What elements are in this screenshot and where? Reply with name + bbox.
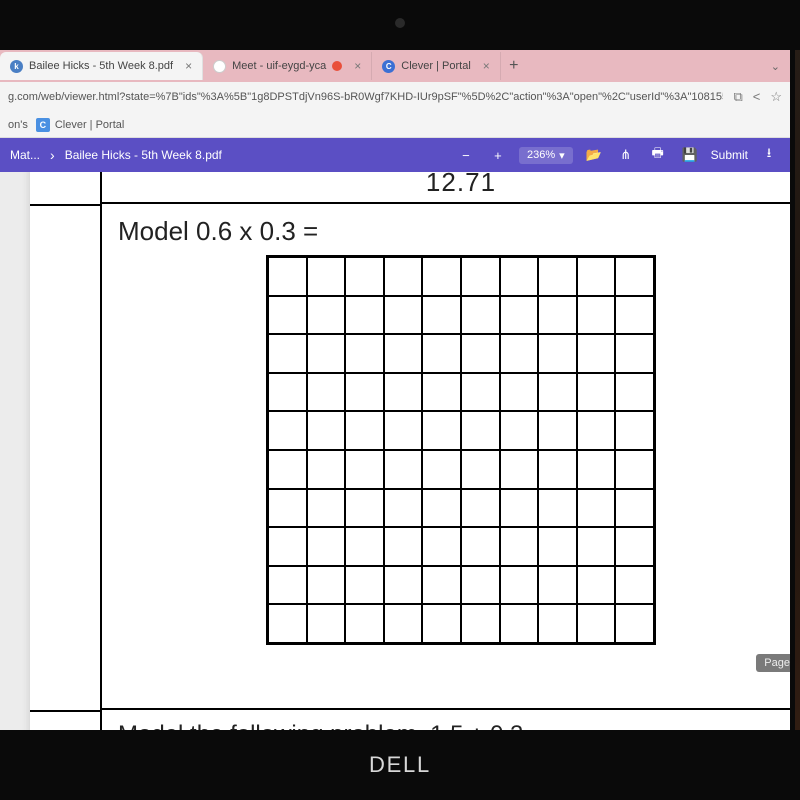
kami-toolbar: Mat... › Bailee Hicks - 5th Week 8.pdf −… xyxy=(0,138,790,172)
document-title: Bailee Hicks - 5th Week 8.pdf xyxy=(65,148,445,162)
favicon-clever: C xyxy=(36,118,50,132)
tab-label: Meet - uif-eygd-yca xyxy=(232,60,326,72)
zoom-value: 236% xyxy=(527,149,555,161)
close-icon[interactable]: × xyxy=(354,59,361,73)
url-text[interactable]: g.com/web/viewer.html?state=%7B"ids"%3A%… xyxy=(8,91,723,103)
page-indicator[interactable]: Page xyxy=(756,654,790,672)
chevron-down-icon: ▾ xyxy=(559,149,565,162)
submit-label: Submit xyxy=(711,148,748,162)
tab-pdf[interactable]: k Bailee Hicks - 5th Week 8.pdf × xyxy=(0,52,203,80)
download-icon[interactable]: ⭳ xyxy=(758,144,780,166)
recording-icon xyxy=(332,61,342,71)
worksheet-cell-previous: 12.71 xyxy=(100,172,790,204)
star-icon[interactable]: ☆ xyxy=(770,89,782,105)
pdf-page: 12.71 Model 0.6 x 0.3 = Model the follow… xyxy=(30,172,790,730)
dell-logo: DELL xyxy=(369,752,431,778)
favicon-clever: C xyxy=(382,60,395,73)
prev-answer-fragment: 12.71 xyxy=(426,172,496,198)
zoom-level[interactable]: 236% ▾ xyxy=(519,147,573,164)
toolbar-prefix: Mat... xyxy=(10,148,40,162)
browser-tab-strip: k Bailee Hicks - 5th Week 8.pdf × Meet -… xyxy=(0,50,790,82)
laptop-frame: k Bailee Hicks - 5th Week 8.pdf × Meet -… xyxy=(0,0,800,800)
favicon-meet xyxy=(213,60,226,73)
new-tab-button[interactable]: + xyxy=(501,57,527,75)
bookmark-prefix: on's xyxy=(8,119,28,131)
address-bar: g.com/web/viewer.html?state=%7B"ids"%3A%… xyxy=(0,82,790,112)
zoom-in-button[interactable]: + xyxy=(487,144,509,166)
worksheet-cell-main: Model 0.6 x 0.3 = xyxy=(100,204,790,710)
webcam-dot xyxy=(395,18,405,28)
tab-label: Bailee Hicks - 5th Week 8.pdf xyxy=(29,60,173,72)
tab-clever[interactable]: C Clever | Portal × xyxy=(372,52,501,80)
chevron-down-icon[interactable]: ⌄ xyxy=(761,60,790,73)
screen: k Bailee Hicks - 5th Week 8.pdf × Meet -… xyxy=(0,50,790,730)
hundred-grid xyxy=(266,255,656,645)
question-next-text: Model the following problem. 1.5 ÷ 0.3= xyxy=(118,721,537,730)
tab-meet[interactable]: Meet - uif-eygd-yca × xyxy=(203,52,372,80)
url-actions: ⧉ < ☆ xyxy=(733,89,782,105)
open-external-icon[interactable]: ⧉ xyxy=(733,89,742,105)
document-viewport[interactable]: 12.71 Model 0.6 x 0.3 = Model the follow… xyxy=(0,172,790,730)
share-icon[interactable]: ⋔ xyxy=(615,144,637,166)
question-text: Model 0.6 x 0.3 = xyxy=(118,216,790,247)
submit-button[interactable]: Submit xyxy=(711,148,748,162)
share-icon[interactable]: < xyxy=(753,89,761,105)
favicon-kami: k xyxy=(10,60,23,73)
print-icon[interactable]: 🖶 xyxy=(647,144,669,166)
bookmark-label: Clever | Portal xyxy=(55,119,125,131)
ambient-edge xyxy=(795,50,800,730)
zoom-out-button[interactable]: − xyxy=(455,144,477,166)
bookmark-item[interactable]: C Clever | Portal xyxy=(36,118,125,132)
close-icon[interactable]: × xyxy=(185,59,192,73)
worksheet-cell-next: Model the following problem. 1.5 ÷ 0.3= xyxy=(100,710,790,730)
chevron-right-icon[interactable]: › xyxy=(50,147,55,163)
folder-icon[interactable]: 📂 xyxy=(583,144,605,166)
bookmark-bar: on's C Clever | Portal xyxy=(0,112,790,138)
close-icon[interactable]: × xyxy=(483,59,490,73)
save-icon[interactable]: 💾 xyxy=(679,144,701,166)
tab-label: Clever | Portal xyxy=(401,60,471,72)
